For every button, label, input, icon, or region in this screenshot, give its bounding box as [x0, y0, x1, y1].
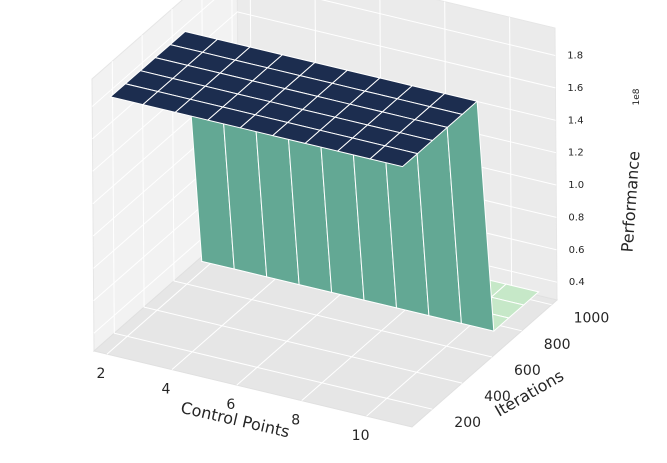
z-tick-label: 1.8: [567, 51, 583, 62]
x-tick-label: 2: [97, 366, 106, 382]
z-axis-label: Performance: [618, 150, 644, 252]
x-tick-label: 6: [226, 397, 235, 413]
z-tick-label: 0.4: [569, 277, 585, 288]
z-tick-label: 0.6: [569, 245, 585, 256]
y-tick-label: 800: [544, 337, 571, 353]
y-tick-label: 1000: [574, 311, 610, 327]
z-offset-label: 1e8: [632, 88, 642, 105]
z-tick-label: 1.0: [568, 180, 584, 191]
x-tick-label: 8: [291, 413, 300, 429]
x-tick-label: 4: [161, 382, 170, 398]
z-tick-label: 1.6: [567, 83, 583, 94]
z-tick-label: 0.8: [568, 212, 584, 223]
surface: [109, 30, 540, 332]
y-tick-label: 200: [454, 415, 481, 431]
x-tick-label: 10: [352, 428, 370, 444]
gridline-y: [141, 35, 463, 384]
y-tick-label: 400: [484, 389, 511, 405]
z-tick-label: 1.2: [568, 148, 584, 159]
gridline-z: [91, 0, 556, 107]
surface-face: [369, 145, 419, 168]
y-tick-label: 600: [514, 363, 541, 379]
gridline-y: [111, 61, 433, 410]
z-tick-label: 1.4: [568, 115, 584, 126]
